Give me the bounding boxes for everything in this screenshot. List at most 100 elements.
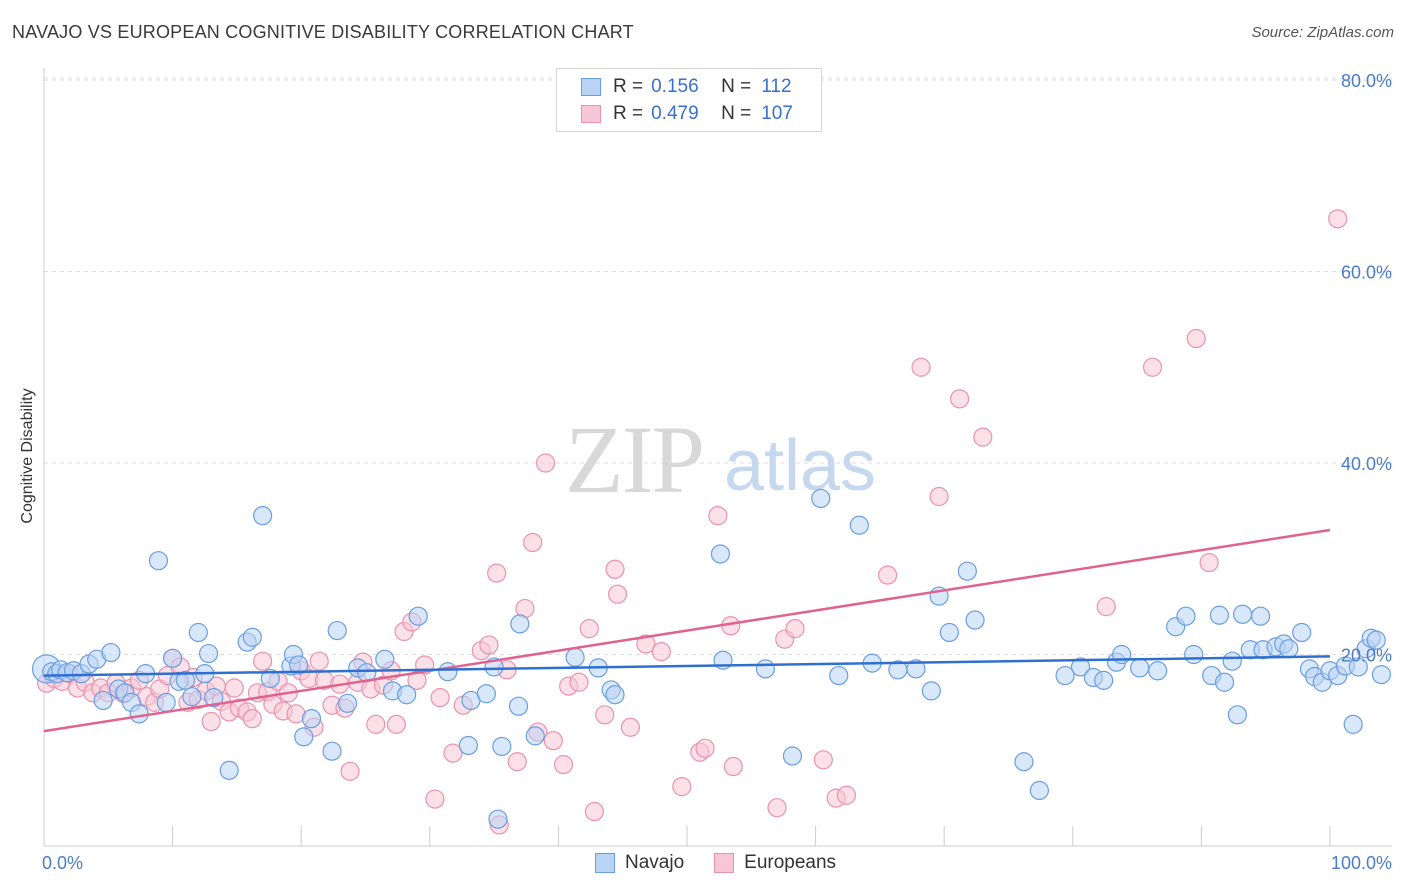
x-tick-label: 0.0% xyxy=(42,853,83,873)
data-point-navajo xyxy=(1227,705,1248,725)
axes xyxy=(43,68,1392,847)
data-point-navajo xyxy=(182,687,202,707)
data-point-europeans xyxy=(430,687,450,708)
data-point-europeans xyxy=(224,678,244,698)
data-point-europeans xyxy=(636,634,656,654)
data-point-navajo xyxy=(849,515,869,535)
data-point-europeans xyxy=(407,670,427,690)
data-point-navajo xyxy=(301,709,322,729)
legend-label-europeans: Europeans xyxy=(744,852,837,873)
data-point-navajo xyxy=(129,704,149,724)
data-point-navajo xyxy=(253,506,273,526)
data-point-navajo xyxy=(1055,665,1075,686)
legend-r-value: 0.156 xyxy=(651,76,699,97)
data-point-navajo xyxy=(148,551,169,571)
data-point-europeans xyxy=(507,752,527,772)
data-point-navajo xyxy=(508,696,529,716)
data-point-navajo xyxy=(605,685,625,705)
trend-lines xyxy=(43,528,1331,733)
data-point-navajo xyxy=(510,614,530,634)
legend-r-label: R = xyxy=(613,103,644,124)
data-point-europeans xyxy=(767,798,787,818)
data-point-europeans xyxy=(340,761,360,781)
data-point-navajo xyxy=(101,642,121,663)
data-point-navajo xyxy=(163,648,183,668)
data-point-navajo xyxy=(1343,714,1363,734)
data-point-europeans xyxy=(973,427,993,447)
data-point-europeans xyxy=(553,755,574,775)
data-point-navajo xyxy=(204,687,224,708)
data-point-navajo xyxy=(289,655,309,675)
grid-lines xyxy=(44,77,1392,655)
data-point-navajo xyxy=(710,544,731,564)
series-legend: Navajo Europeans xyxy=(595,852,866,874)
legend-label-navajo: Navajo xyxy=(625,852,685,873)
data-point-navajo xyxy=(565,647,585,667)
data-point-europeans xyxy=(723,756,743,777)
data-point-navajo xyxy=(1232,604,1253,624)
legend-row-europeans: R = 0.479 N = 107 xyxy=(581,102,793,126)
data-point-navajo xyxy=(525,726,545,746)
data-point-europeans xyxy=(479,635,499,655)
data-point-navajo xyxy=(156,692,176,712)
legend-n-value: 107 xyxy=(761,103,793,124)
data-point-europeans xyxy=(785,619,805,639)
data-point-navajo xyxy=(1176,606,1196,626)
data-point-europeans xyxy=(708,506,728,526)
legend-item-navajo: Navajo xyxy=(595,852,684,874)
data-point-navajo xyxy=(1070,657,1091,677)
x-tick-label: 100.0% xyxy=(1331,853,1392,873)
data-point-europeans xyxy=(595,705,615,725)
legend-n-label: N = xyxy=(721,76,752,97)
trend-line-europeans xyxy=(43,528,1331,733)
data-point-navajo xyxy=(337,693,358,713)
data-point-europeans xyxy=(309,651,329,671)
data-point-europeans xyxy=(836,785,857,805)
data-point-navajo xyxy=(93,690,113,711)
data-point-europeans xyxy=(201,711,221,732)
data-point-europeans xyxy=(366,714,386,734)
data-point-navajo xyxy=(965,610,985,630)
chart-title: NAVAJO VS EUROPEAN COGNITIVE DISABILITY … xyxy=(12,22,634,42)
data-point-navajo xyxy=(219,760,239,780)
data-point-navajo xyxy=(1279,639,1299,659)
data-point-navajo xyxy=(1250,606,1271,626)
data-point-navajo xyxy=(476,684,496,704)
legend-r-value: 0.479 xyxy=(651,103,699,124)
data-point-navajo xyxy=(957,561,977,581)
source-label: Source: ZipAtlas.com xyxy=(1251,24,1394,41)
data-point-europeans xyxy=(950,389,970,409)
y-tick-label: 80.0% xyxy=(1341,71,1392,91)
data-point-europeans xyxy=(929,486,949,507)
data-point-europeans xyxy=(242,709,262,729)
series-europeans xyxy=(36,209,1348,835)
data-point-navajo xyxy=(782,746,803,766)
data-point-europeans xyxy=(386,714,406,734)
data-point-navajo xyxy=(1222,651,1242,671)
data-point-navajo xyxy=(408,606,428,626)
data-point-navajo xyxy=(811,488,831,509)
data-point-europeans xyxy=(1328,209,1348,229)
data-point-europeans xyxy=(1199,552,1219,573)
data-point-navajo xyxy=(438,662,458,682)
data-point-navajo xyxy=(829,665,849,686)
data-point-navajo xyxy=(1130,658,1150,678)
data-point-europeans xyxy=(672,777,692,797)
data-point-europeans xyxy=(535,453,556,473)
data-point-navajo xyxy=(1148,661,1168,681)
correlation-legend: R = 0.156 N = 112 R = 0.479 N = 107 xyxy=(556,68,822,132)
data-point-europeans xyxy=(878,565,898,585)
data-point-navajo xyxy=(322,741,342,761)
data-point-europeans xyxy=(620,717,641,737)
legend-n-value: 112 xyxy=(761,76,792,97)
data-point-navajo xyxy=(921,681,941,701)
y-tick-label: 60.0% xyxy=(1341,263,1392,283)
data-point-navajo xyxy=(492,736,512,757)
data-point-navajo xyxy=(458,735,478,756)
legend-n-label: N = xyxy=(721,103,752,124)
data-point-europeans xyxy=(605,559,625,579)
data-point-europeans xyxy=(253,651,273,671)
data-point-europeans xyxy=(523,532,543,553)
data-point-navajo xyxy=(242,627,262,647)
watermark-atlas: atlas xyxy=(724,426,876,506)
